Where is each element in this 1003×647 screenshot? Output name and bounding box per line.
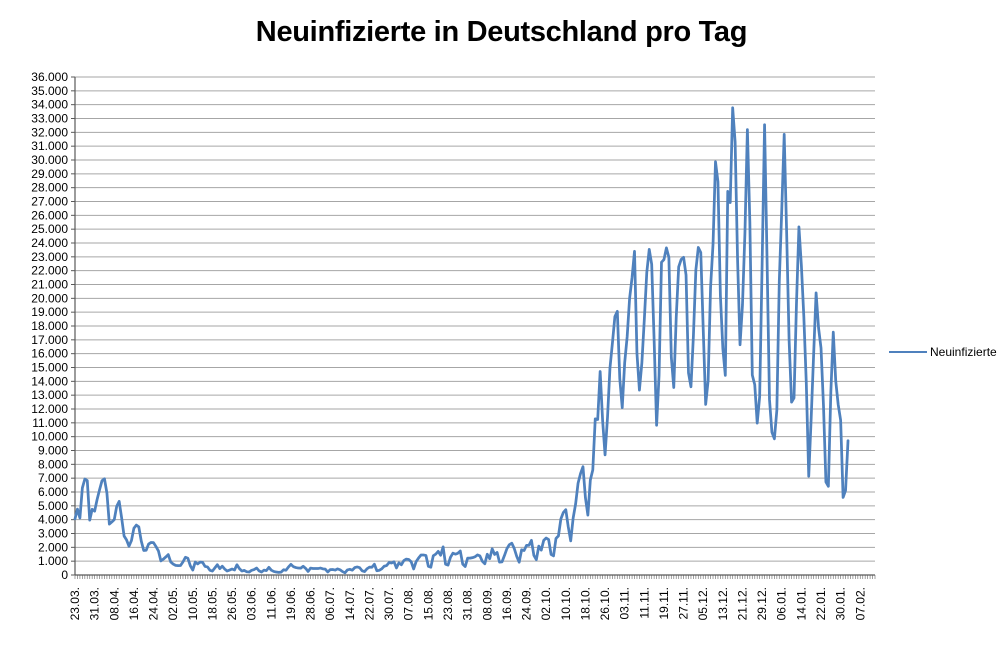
x-axis-label: 24.09. [520,587,534,620]
y-axis-label: 18.000 [31,319,68,333]
y-axis-label: 36.000 [31,70,68,84]
x-axis-label: 16.09. [500,587,514,620]
y-axis-label: 22.000 [31,264,68,278]
y-axis-label: 13.000 [31,388,68,402]
x-axis-label: 26.10. [598,587,612,620]
y-axis-label: 31.000 [31,139,68,153]
x-axis-label: 08.09. [480,587,494,620]
y-axis-label: 19.000 [31,305,68,319]
y-axis-label: 11.000 [32,416,68,430]
x-axis-label: 31.08. [461,587,475,620]
y-axis-label: 2.000 [38,540,68,554]
y-axis-label: 7.000 [38,471,68,485]
x-axis-label: 03.11. [618,587,632,619]
x-axis-label: 15.08. [421,587,435,620]
y-axis-label: 12.000 [31,402,68,416]
y-axis-label: 6.000 [38,485,68,499]
x-axis-label: 21.12. [735,587,749,620]
y-axis-label: 32.000 [31,125,68,139]
x-axis-label: 30.01. [834,587,848,620]
y-axis-label: 4.000 [38,513,68,527]
x-axis-label: 14.07. [343,587,357,620]
y-axis-label: 24.000 [31,236,68,250]
legend-series-label: Neuinfizierte [930,344,997,359]
y-axis-label: 30.000 [31,153,68,167]
x-axis-label: 18.05. [205,587,219,620]
series-line-neuinfizierte [73,106,850,575]
y-axis-label: 20.000 [31,291,68,305]
x-axis-label: 29.12. [755,587,769,620]
x-axis-label: 30.07. [382,587,396,620]
x-axis-label: 18.10. [578,587,592,620]
y-axis-label: 26.000 [31,208,68,222]
y-axis-label: 28.000 [31,181,68,195]
y-axis-label: 0 [61,568,68,582]
x-axis-label: 02.05. [166,587,180,620]
x-axis-label: 10.10. [559,587,573,620]
y-axis-label: 16.000 [31,347,68,361]
x-axis-label: 14.01. [794,587,808,620]
x-axis-label: 22.01. [814,587,828,620]
legend-line-swatch [889,350,927,353]
y-axis-label: 3.000 [38,527,68,541]
x-axis-label: 26.05. [225,587,239,620]
x-axis-label: 06.01. [775,587,789,620]
y-axis-label: 9.000 [38,444,68,458]
x-axis-label: 28.06. [304,587,318,620]
x-axis-label: 05.12. [696,587,710,620]
x-axis-label: 03.06. [245,587,259,620]
y-axis-label: 34.000 [31,98,68,112]
x-axis-label: 16.04. [127,587,141,620]
y-axis-label: 27.000 [31,195,68,209]
x-axis-label: 24.04. [147,587,161,620]
x-axis-label: 10.05. [186,587,200,620]
x-axis-label: 07.02. [853,587,867,620]
x-axis-label: 07.08. [402,587,416,620]
y-axis-label: 25.000 [31,222,68,236]
x-axis-label: 23.03. [68,587,82,620]
y-axis-label: 14.000 [31,374,68,388]
x-axis-label: 13.12. [716,587,730,620]
y-axis-label: 21.000 [31,278,68,292]
x-axis-label: 19.06. [284,587,298,620]
y-axis-label: 35.000 [31,84,68,98]
y-axis-label: 23.000 [31,250,68,264]
y-axis-label: 5.000 [38,499,68,513]
y-axis-label: 1.000 [38,554,68,568]
x-axis-label: 11.06. [264,587,278,619]
x-axis-label: 08.04. [107,587,121,620]
x-axis-label: 06.07. [323,587,337,620]
x-axis-label: 19.11. [657,587,671,619]
y-axis-label: 17.000 [31,333,68,347]
x-axis-label: 11.11. [637,587,651,619]
y-axis-label: 8.000 [38,457,68,471]
x-axis-label: 23.08. [441,587,455,620]
x-axis-label: 22.07. [362,587,376,620]
chart-title: Neuinfizierte in Deutschland pro Tag [255,16,748,48]
y-axis-label: 15.000 [31,361,68,375]
y-axis-label: 29.000 [31,167,68,181]
x-axis-label: 27.11. [677,587,691,619]
y-axis-label: 33.000 [31,112,68,126]
legend: Neuinfizierte [889,344,997,359]
x-axis-label: 31.03. [88,587,102,620]
x-axis-label: 02.10. [539,587,553,620]
y-axis-label: 10.000 [31,430,68,444]
